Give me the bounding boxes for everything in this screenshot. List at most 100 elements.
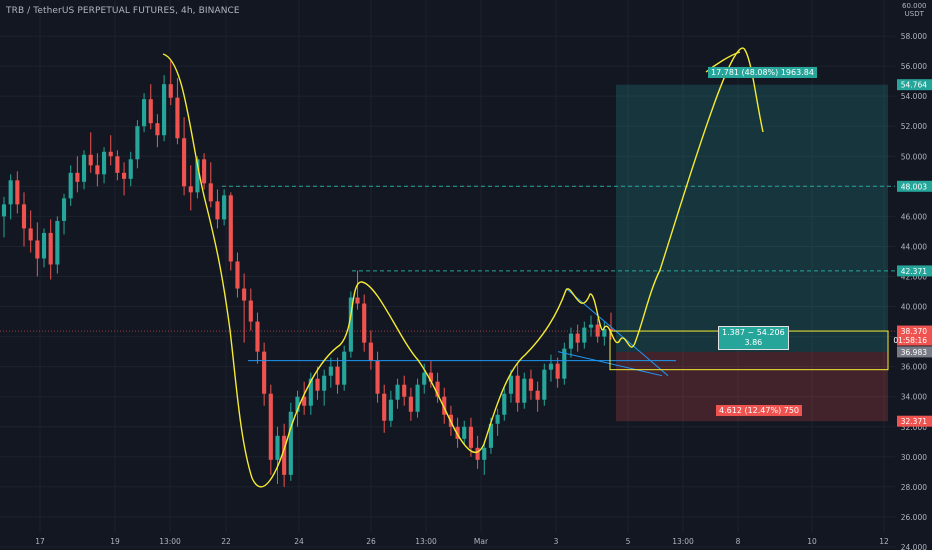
candle-body: [1, 204, 7, 217]
currency-top-tick: 60.000: [902, 2, 927, 10]
candle-body: [48, 232, 53, 265]
candle-body: [95, 165, 100, 175]
entry-price-tag: 36.983: [901, 348, 927, 357]
candle-body: [21, 204, 27, 229]
y-tick-label: 28.000: [901, 483, 927, 492]
candle-body: [275, 435, 280, 460]
candle-body: [88, 154, 93, 166]
candle-body: [575, 333, 580, 343]
candle-body: [28, 228, 33, 241]
stop-price-tag: 32.371: [901, 417, 927, 426]
candle-body: [262, 351, 267, 394]
entry-price-tag-bg: [897, 346, 932, 358]
candle-body: [455, 426, 460, 439]
level-price-tag: 48.003: [901, 182, 927, 191]
candle-body: [482, 447, 487, 460]
last-price-tag-bg: [897, 325, 932, 346]
x-tick-label: 10: [807, 537, 817, 546]
candle-body: [142, 99, 147, 127]
y-tick-label: 42.000: [901, 273, 927, 282]
candle-body: [555, 363, 560, 379]
symbol-title: TRB / TetherUS PERPETUAL FUTURES, 4h, BI…: [6, 6, 240, 16]
y-tick-label: 56.000: [901, 62, 927, 71]
target-price-tag: 54.764: [901, 81, 927, 90]
candle-body: [348, 297, 353, 352]
level-price-tag: 42.371: [901, 267, 927, 276]
x-tick-label: 22: [221, 537, 231, 546]
target-price-tag-bg: [897, 79, 932, 91]
x-tick-label: 8: [736, 537, 741, 546]
y-tick-label: 50.000: [901, 152, 927, 161]
candle-body: [608, 329, 614, 332]
last-price-tag: 38.370: [901, 327, 927, 336]
candle-body: [81, 154, 87, 182]
y-tick-label: 40.000: [901, 303, 927, 312]
candle-body: [582, 327, 587, 343]
candle-body: [382, 393, 387, 421]
candle-body: [135, 126, 140, 160]
x-tick-label: 24: [294, 537, 304, 546]
candle-body: [495, 414, 500, 424]
candle-body: [308, 378, 313, 406]
candle-body: [128, 159, 133, 179]
x-tick-label: 13:00: [159, 537, 181, 546]
candle-body: [508, 375, 514, 394]
x-tick-label: 13:00: [672, 537, 694, 546]
risk-reward-line-1: 1.387 ~ 54.206: [722, 328, 785, 337]
candle-body: [248, 300, 253, 322]
candle-body: [528, 378, 534, 391]
y-tick-label: 44.000: [901, 242, 927, 251]
candle-body: [295, 396, 300, 412]
candle-body: [375, 360, 380, 394]
candle-body: [415, 384, 420, 412]
candle-body: [75, 172, 80, 182]
x-tick-label: 3: [554, 537, 559, 546]
candle-body: [222, 195, 227, 220]
candle-body: [168, 84, 173, 98]
candle-body: [462, 426, 467, 439]
candle-body: [242, 288, 247, 301]
candle-body: [35, 240, 40, 259]
y-tick-label: 32.000: [901, 423, 927, 432]
candle-body: [362, 303, 367, 343]
freehand-drawing: [162, 47, 764, 488]
candle-body: [522, 378, 527, 403]
stop-info-label: 4.612 (12.47%) 750: [716, 405, 803, 416]
y-tick-label: 34.000: [901, 393, 927, 402]
candle-body: [15, 180, 20, 205]
candle-body: [155, 123, 160, 136]
candle-body: [188, 186, 193, 193]
candle-body: [535, 390, 540, 400]
candle-body: [408, 396, 413, 412]
candle-body: [595, 324, 600, 337]
candle-body: [368, 342, 373, 361]
candle-body: [322, 375, 327, 391]
candle-body: [115, 156, 120, 173]
candle-body: [468, 426, 473, 448]
candle-body: [395, 384, 400, 400]
candle-body: [202, 159, 207, 184]
candle-body: [282, 435, 287, 475]
candle-body: [355, 297, 360, 304]
x-tick-label: 19: [110, 537, 120, 546]
candle-body: [162, 84, 167, 136]
currency-name: USDT: [904, 10, 924, 18]
y-tick-label: 36.000: [901, 363, 927, 372]
candle-body: [315, 378, 320, 391]
candle-body: [335, 366, 340, 385]
candle-body: [215, 201, 220, 220]
candle-body: [208, 183, 213, 202]
level-price-tag-bg: [897, 180, 932, 192]
candle-body: [488, 423, 494, 448]
candle-body: [268, 393, 273, 460]
y-tick-label: 54.000: [901, 92, 927, 101]
candle-body: [228, 195, 233, 262]
y-tick-label: 52.000: [901, 122, 927, 131]
countdown-tag: 01:58:16: [893, 336, 927, 345]
candle-body: [302, 396, 307, 406]
candle-body: [148, 99, 153, 124]
candle-body: [342, 351, 347, 385]
candle-body: [195, 159, 200, 193]
